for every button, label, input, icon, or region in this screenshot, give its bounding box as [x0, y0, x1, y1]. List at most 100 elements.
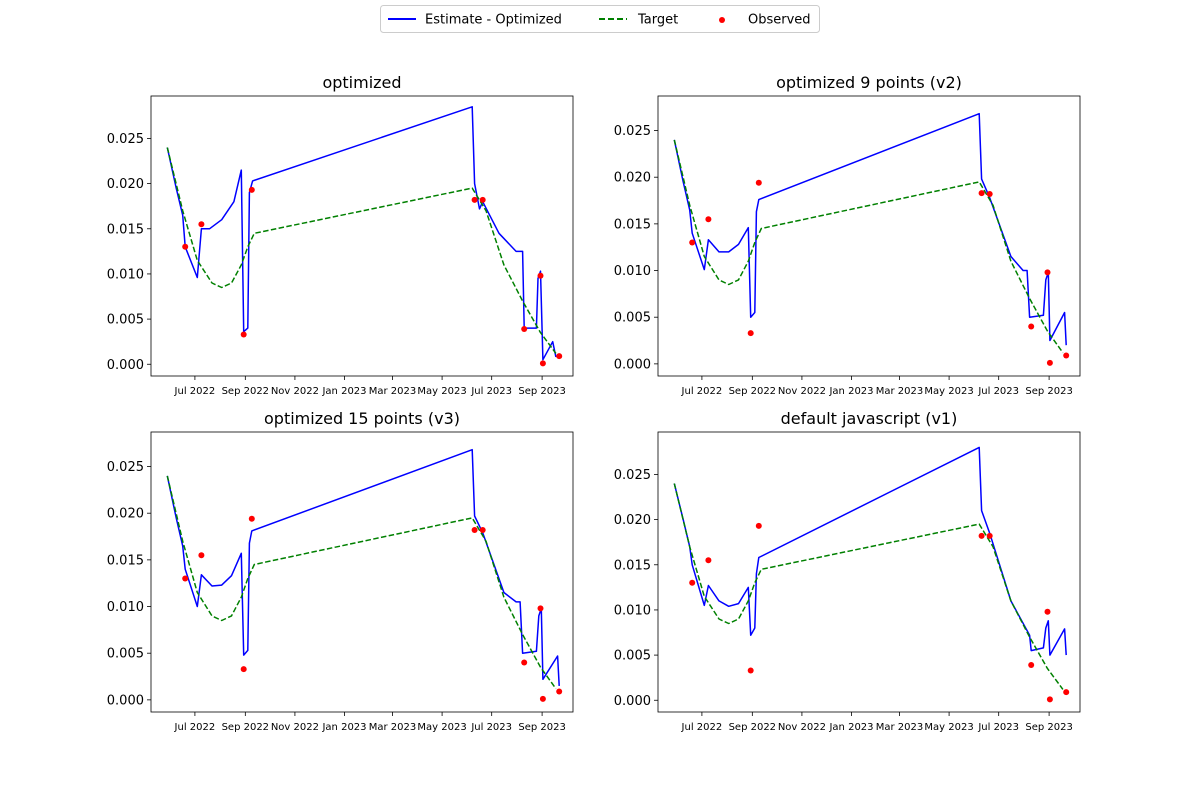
- y-tick-label: 0.010: [614, 264, 651, 279]
- observed-point: [521, 326, 528, 332]
- y-tick-label: 0.000: [614, 357, 651, 372]
- x-tick-label: Nov 2022: [271, 386, 319, 397]
- y-tick-label: 0.025: [107, 460, 144, 475]
- y-tick-label: 0.010: [614, 603, 651, 618]
- subplot-optimized-15-points: optimized 15 points (v3) 0.000 0.005 0.010 0…: [107, 409, 574, 733]
- observed-point: [1046, 359, 1053, 366]
- y-tick-label: 0.015: [107, 553, 144, 568]
- y-tick-label: 0.005: [107, 313, 144, 328]
- observed-point: [182, 243, 189, 250]
- observed-point: [537, 605, 544, 612]
- x-tick-label: Sep 2023: [518, 722, 565, 733]
- y-tick-label: 0.015: [107, 222, 144, 237]
- x-tick-label: Jul 2022: [174, 722, 216, 733]
- observed-point: [471, 196, 478, 203]
- y-tick-label: 0.000: [107, 358, 144, 373]
- plot-frame: [150, 431, 574, 713]
- x-tick-label: Jan 2023: [321, 722, 366, 733]
- estimate-optimized-series-line: [673, 446, 1067, 656]
- legend: Estimate - Optimized Target Observed: [380, 5, 820, 33]
- observed-point: [755, 522, 762, 529]
- observed-point: [1046, 696, 1053, 703]
- subplot-title: optimized 9 points (v2): [776, 73, 962, 92]
- observed-point: [1063, 689, 1070, 696]
- y-tick-label: 0.005: [614, 311, 651, 326]
- observed-point: [556, 688, 563, 695]
- x-tick-label: Jul 2023: [977, 386, 1019, 397]
- x-tick-label: Sep 2022: [222, 386, 269, 397]
- x-tick-label: Sep 2023: [1025, 722, 1072, 733]
- legend-estimate-label: Estimate - Optimized: [425, 13, 562, 28]
- x-tick-label: Sep 2023: [1025, 386, 1072, 397]
- x-tick-label: Nov 2022: [778, 722, 826, 733]
- x-tick-label: Jul 2022: [174, 386, 216, 397]
- observed-point: [479, 196, 486, 203]
- subplot-optimized: optimized 0.000 0.005 0.010 0.015 0.020 0.025 J…: [107, 73, 574, 397]
- observed-point: [1028, 662, 1035, 668]
- observed-point: [471, 527, 478, 533]
- legend-observed-swatch: [719, 17, 725, 23]
- x-tick-label: Nov 2022: [271, 722, 319, 733]
- observed-point: [1063, 352, 1070, 359]
- plot-frame: [657, 431, 1081, 713]
- observed-point: [689, 239, 696, 246]
- observed-point: [747, 667, 754, 674]
- target-series-line: [673, 483, 1064, 690]
- target-series-line: [166, 475, 557, 690]
- observed-point: [182, 575, 189, 582]
- x-tick-label: Mar 2023: [876, 722, 924, 733]
- y-tick-label: 0.020: [614, 171, 651, 186]
- observed-point: [986, 532, 993, 539]
- x-tick-label: Jul 2022: [681, 386, 723, 397]
- observed-point: [479, 527, 486, 533]
- y-tick-label: 0.025: [107, 132, 144, 147]
- estimate-optimized-series-line: [166, 106, 557, 361]
- subplot-title: optimized: [322, 73, 401, 92]
- y-tick-label: 0.020: [614, 513, 651, 528]
- y-tick-label: 0.015: [614, 558, 651, 573]
- observed-point: [1044, 269, 1051, 276]
- subplot-default-javascript: default javascript (v1) 0.000 0.005 0.010 0.…: [614, 409, 1081, 733]
- observed-point: [539, 360, 546, 367]
- y-tick-label: 0.020: [107, 507, 144, 522]
- x-tick-label: Jul 2023: [470, 386, 512, 397]
- observed-point: [240, 331, 247, 338]
- observed-point: [537, 272, 544, 279]
- observed-point: [705, 557, 712, 564]
- x-tick-label: May 2023: [417, 722, 466, 733]
- x-tick-label: Jan 2023: [321, 386, 366, 397]
- x-tick-label: May 2023: [417, 386, 466, 397]
- y-tick-label: 0.025: [614, 124, 651, 139]
- observed-point: [1028, 323, 1035, 330]
- y-tick-label: 0.010: [107, 600, 144, 615]
- plot-frame: [150, 95, 574, 377]
- observed-point: [248, 186, 255, 193]
- x-tick-label: Sep 2023: [518, 386, 565, 397]
- plot-frame: [657, 95, 1081, 377]
- observed-point: [689, 579, 696, 586]
- observed-point: [556, 353, 563, 360]
- y-tick-label: 0.025: [614, 468, 651, 483]
- observed-point: [198, 552, 205, 559]
- observed-point: [198, 221, 205, 228]
- observed-point: [248, 515, 255, 522]
- x-tick-label: May 2023: [924, 386, 973, 397]
- observed-point: [755, 179, 762, 186]
- legend-target-label: Target: [637, 13, 678, 28]
- observed-point: [978, 532, 985, 539]
- x-tick-label: Sep 2022: [729, 722, 776, 733]
- x-tick-label: Jul 2022: [681, 722, 723, 733]
- legend-observed-label: Observed: [748, 13, 811, 28]
- x-tick-label: Jan 2023: [828, 386, 873, 397]
- x-tick-label: Jan 2023: [828, 722, 873, 733]
- y-tick-label: 0.005: [614, 649, 651, 664]
- observed-point: [1044, 608, 1051, 615]
- y-tick-label: 0.020: [107, 177, 144, 192]
- x-tick-label: Mar 2023: [369, 722, 417, 733]
- observed-point: [747, 330, 754, 337]
- observed-point: [539, 695, 546, 702]
- x-tick-label: Sep 2022: [729, 386, 776, 397]
- observed-point: [705, 216, 712, 223]
